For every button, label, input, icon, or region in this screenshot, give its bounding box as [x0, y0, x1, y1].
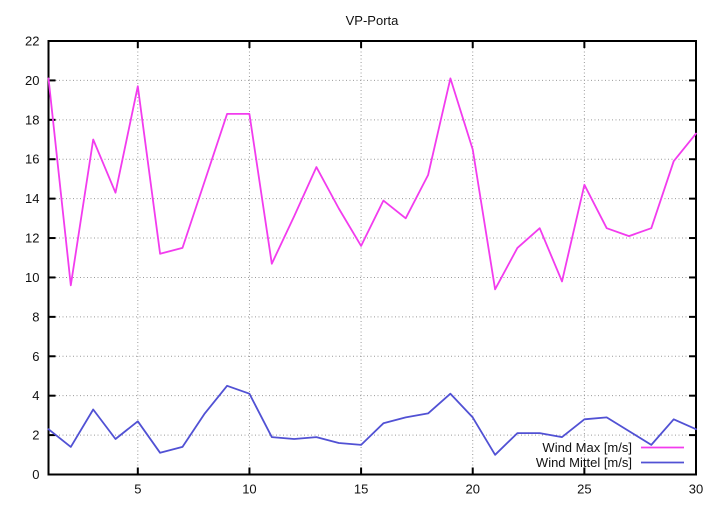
y-tick-label: 18 [25, 112, 39, 127]
x-tick-label: 10 [242, 482, 256, 497]
wind-mittel-line [47, 384, 697, 456]
y-tick-label: 10 [25, 270, 39, 285]
x-tick-label: 15 [354, 482, 368, 497]
legend-label-wind-mittel: Wind Mittel [m/s] [536, 455, 632, 470]
y-tick-label: 8 [32, 309, 39, 324]
wind-max-line [47, 77, 697, 291]
y-tick-label: 20 [25, 73, 39, 88]
y-tick-label: 14 [25, 191, 39, 206]
x-tick-label: 30 [689, 482, 703, 497]
plot-border [47, 40, 697, 476]
x-tick-label: 25 [577, 482, 591, 497]
x-axis-tick-labels: 5 10 15 20 25 30 [134, 482, 703, 497]
y-tick-label: 16 [25, 152, 39, 167]
y-tick-label: 4 [32, 388, 39, 403]
y-tick-label: 22 [25, 34, 39, 49]
y-tick-label: 6 [32, 349, 39, 364]
gridlines [48, 41, 696, 475]
legend-label-wind-max: Wind Max [m/s] [542, 440, 632, 455]
x-tick-label: 5 [134, 482, 141, 497]
x-tick-label: 20 [465, 482, 479, 497]
y-tick-label: 2 [32, 428, 39, 443]
axis-ticks [48, 40, 697, 476]
y-axis-tick-labels: 0 2 4 6 8 10 12 14 16 18 20 22 [25, 34, 39, 483]
legend: Wind Max [m/s] Wind Mittel [m/s] [536, 440, 684, 470]
y-tick-label: 12 [25, 231, 39, 246]
y-tick-label: 0 [32, 467, 39, 482]
chart-title: VP-Porta [346, 13, 400, 28]
